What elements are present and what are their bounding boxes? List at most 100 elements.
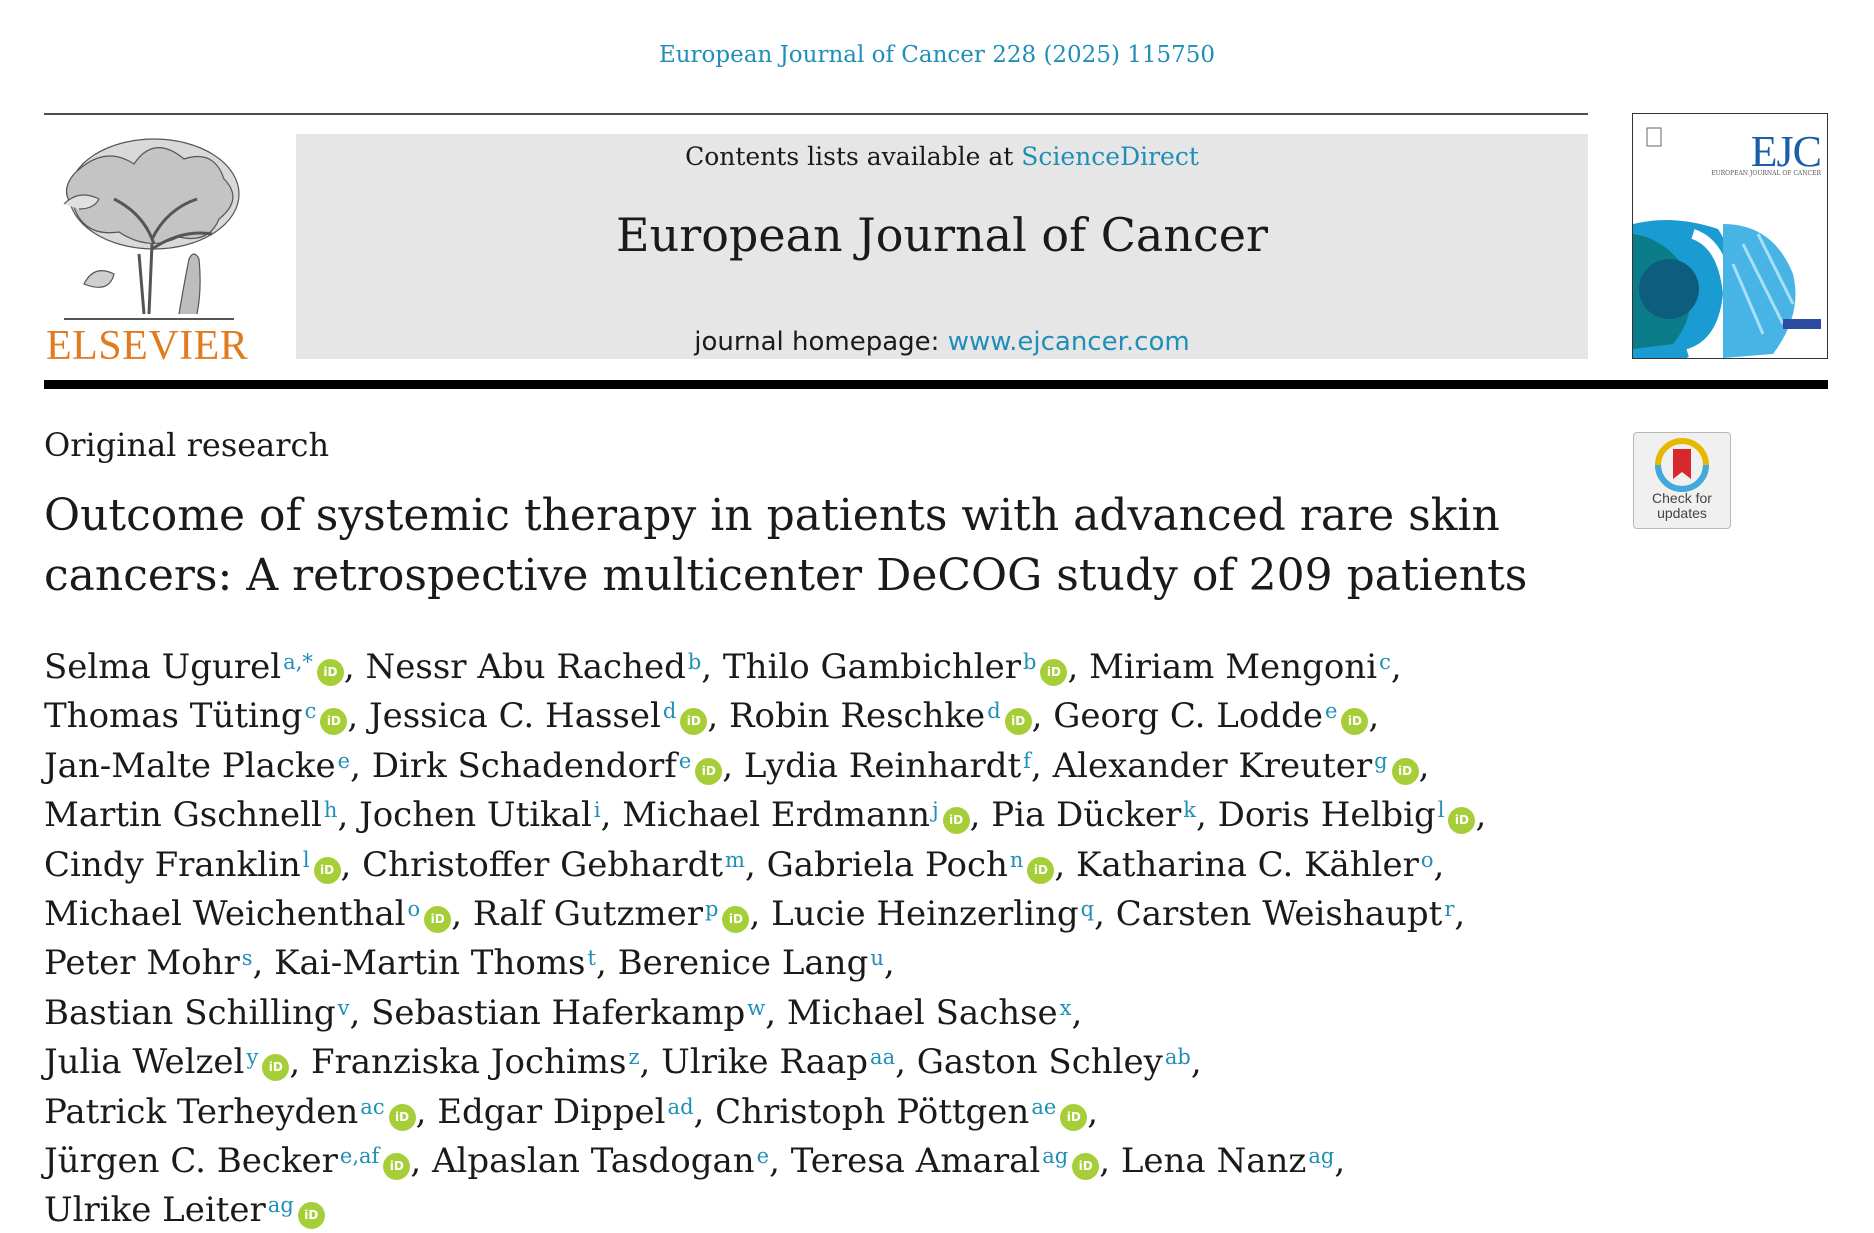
author-name[interactable]: Lena Nanz [1120,1141,1307,1182]
elsevier-logo[interactable]: ELSEVIER [44,134,249,369]
orcid-icon[interactable]: iD [388,1103,416,1131]
author-name[interactable]: Alpaslan Tasdogan [431,1141,755,1182]
author-name[interactable]: Jan-Malte Placke [44,745,336,786]
affiliation-marker[interactable]: v [337,995,350,1020]
author-name[interactable]: Franziska Jochims [310,1042,627,1083]
check-for-updates-button[interactable]: Check for updates [1633,432,1731,529]
author[interactable]: Thilo Gambichlerb iD [723,647,1068,687]
author-name[interactable]: Nessr Abu Rached [365,647,686,687]
author[interactable]: Doris Helbigl iD [1218,795,1476,835]
author-name[interactable]: Jürgen C. Becker [44,1141,338,1182]
affiliation-marker[interactable]: e [678,748,692,773]
author-name[interactable]: Patrick Terheyden [44,1091,359,1132]
author-name[interactable]: Kai-Martin Thoms [274,943,586,984]
author-name[interactable]: Michael Weichenthal [44,894,406,935]
affiliation-marker[interactable]: ag [1042,1144,1069,1169]
author-name[interactable]: Katharina C. Kähler [1076,844,1419,885]
author-name[interactable]: Carsten Weishaupt [1115,894,1443,935]
author[interactable]: Lucie Heinzerlingq [771,894,1094,934]
affiliation-marker[interactable]: aa [870,1045,896,1070]
orcid-icon[interactable]: iD [320,708,348,736]
affiliation-marker[interactable]: h [323,798,338,823]
affiliation-marker[interactable]: e [756,1144,770,1169]
author-name[interactable]: Peter Mohr [44,943,240,984]
author-name[interactable]: Thomas Tüting [44,696,303,737]
author[interactable]: Cindy Franklinl iD [44,845,341,885]
author-name[interactable]: Alexander Kreuter [1052,745,1373,786]
author-name[interactable]: Ulrike Raap [661,1042,869,1083]
affiliation-marker[interactable]: i [593,798,601,823]
affiliation-marker[interactable]: c [304,699,317,724]
author[interactable]: Georg C. Loddee iD [1053,696,1369,736]
affiliation-marker[interactable]: z [628,1045,640,1070]
affiliation-marker[interactable]: a,* [283,650,313,674]
author[interactable]: Edgar Dippelad [437,1092,693,1132]
author[interactable]: Miriam Mengonic [1089,647,1391,687]
affiliation-marker[interactable]: r [1444,897,1455,922]
affiliation-marker[interactable]: ad [667,1094,694,1119]
author-name[interactable]: Robin Reschke [728,696,986,737]
author[interactable]: Jürgen C. Beckere,af iD [44,1141,411,1182]
author[interactable]: Alexander Kreuterg iD [1053,746,1419,786]
affiliation-marker[interactable]: d [662,699,677,724]
author-name[interactable]: Berenice Lang [617,943,869,984]
affiliation-marker[interactable]: j [932,798,939,823]
orcid-icon[interactable]: iD [1448,807,1476,835]
affiliation-marker[interactable]: l [1437,798,1445,823]
author-name[interactable]: Selma Ugurel [44,647,282,687]
author[interactable]: Pia Dückerk [991,795,1196,835]
author[interactable]: Berenice Langu [618,943,884,983]
affiliation-marker[interactable]: ag [1308,1144,1335,1169]
author-name[interactable]: Lucie Heinzerling [771,894,1079,935]
author[interactable]: Patrick Terheydenac iD [44,1092,416,1132]
orcid-icon[interactable]: iD [1072,1153,1100,1181]
orcid-icon[interactable]: iD [1060,1103,1088,1131]
author[interactable]: Carsten Weishauptr [1116,894,1455,934]
author[interactable]: Dirk Schadendorfe iD [372,746,723,786]
author[interactable]: Martin Gschnellh [44,795,337,835]
author[interactable]: Jessica C. Hasseld iD [369,696,708,736]
affiliation-marker[interactable]: b [1023,650,1037,674]
author[interactable]: Michael Sachsex [787,993,1072,1033]
journal-homepage-link[interactable]: www.ejcancer.com [947,327,1190,357]
author[interactable]: Jan-Malte Plackee [44,746,350,786]
author[interactable]: Alpaslan Tasdogane [432,1141,769,1181]
author[interactable]: Peter Mohrs [44,943,253,983]
journal-cover[interactable]: EJC EUROPEAN JOURNAL OF CANCER [1632,113,1828,359]
author[interactable]: Ralf Gutzmerp iD [473,894,750,934]
author-name[interactable]: Christoffer Gebhardt [362,844,724,885]
author[interactable]: Teresa Amaralag iD [791,1141,1100,1181]
affiliation-marker[interactable]: k [1183,798,1196,823]
author[interactable]: Nessr Abu Rachedb [366,647,702,687]
author-name[interactable]: Michael Erdmann [622,795,931,836]
author-name[interactable]: Christoph Pöttgen [715,1091,1030,1132]
author[interactable]: Gaston Schleyab [917,1042,1191,1082]
author[interactable]: Michael Weichenthalo iD [44,894,452,935]
author[interactable]: Christoffer Gebhardtm [362,845,745,885]
author[interactable]: Selma Ugurela,* iD [44,647,344,687]
affiliation-marker[interactable]: ac [360,1094,385,1119]
author-name[interactable]: Sebastian Haferkamp [371,992,746,1033]
orcid-icon[interactable]: iD [680,708,708,736]
affiliation-marker[interactable]: e [337,748,351,773]
orcid-icon[interactable]: iD [722,906,750,934]
author-name[interactable]: Gaston Schley [916,1042,1163,1083]
affiliation-marker[interactable]: d [987,699,1001,724]
orcid-icon[interactable]: iD [695,757,723,785]
author-name[interactable]: Thilo Gambichler [722,647,1022,687]
author[interactable]: Lydia Reinhardtf [744,746,1031,786]
author-name[interactable]: Bastian Schilling [44,992,336,1033]
orcid-icon[interactable]: iD [383,1153,411,1181]
author-name[interactable]: Cindy Franklin [44,844,301,885]
orcid-icon[interactable]: iD [1004,708,1032,736]
author[interactable]: Thomas Tütingc iD [44,696,348,737]
affiliation-marker[interactable]: g [1374,748,1388,773]
author[interactable]: Bastian Schillingv [44,993,349,1033]
author[interactable]: Gabriela Pochn iD [767,845,1055,885]
affiliation-marker[interactable]: w [747,995,766,1020]
author[interactable]: Julia Welzely iD [44,1042,290,1082]
orcid-icon[interactable]: iD [262,1054,290,1082]
author-name[interactable]: Dirk Schadendorf [371,745,677,786]
orcid-icon[interactable]: iD [1391,757,1419,785]
author[interactable]: Christoph Pöttgenae iD [715,1091,1088,1132]
